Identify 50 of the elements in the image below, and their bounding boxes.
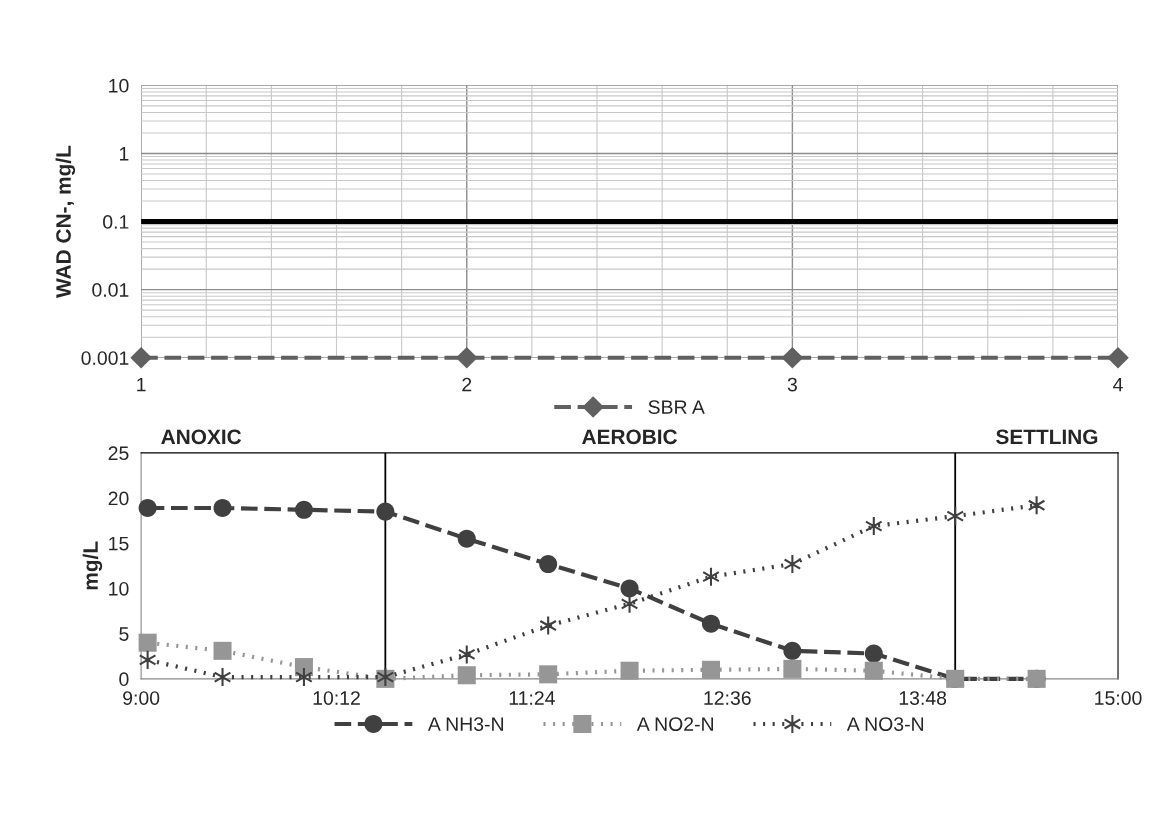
point xyxy=(138,633,157,652)
point xyxy=(783,659,802,678)
x-tick-label: 3 xyxy=(787,377,797,392)
x-tick-label: 11:24 xyxy=(509,691,555,705)
y-axis-title: mg/L xyxy=(82,541,103,590)
text: ANOXIC xyxy=(161,429,242,445)
point xyxy=(213,641,232,660)
point xyxy=(457,666,476,685)
text: AEROBIC xyxy=(582,429,678,445)
x-tick-label: 1 xyxy=(137,377,146,392)
y-tick-label: 0.01 xyxy=(92,283,129,297)
point xyxy=(539,665,558,684)
point xyxy=(376,502,395,521)
point xyxy=(213,666,232,688)
y-tick-label: 0.001 xyxy=(81,351,129,365)
x-tick-label: 9:00 xyxy=(123,691,160,705)
point xyxy=(539,555,558,574)
y-tick-label: 10 xyxy=(109,581,129,596)
legend-label: A NO2-N xyxy=(636,717,714,731)
point xyxy=(783,641,802,660)
point xyxy=(946,506,965,527)
point xyxy=(864,644,883,663)
x-tick-label: 2 xyxy=(462,377,472,392)
y-tick-label: 15 xyxy=(109,536,129,551)
x-tick-label: 15:00 xyxy=(1095,691,1142,705)
x-tick-label: 10:12 xyxy=(313,691,360,705)
legend-label: A NH3-N xyxy=(427,717,503,731)
point xyxy=(620,661,639,680)
point xyxy=(457,529,476,548)
y-tick-label: 25 xyxy=(108,446,129,461)
text: SETTLING xyxy=(996,429,1098,445)
y-axis-title: WAD CN-, mg/L xyxy=(55,145,76,298)
legend-label: SBR A xyxy=(648,400,705,415)
y-tick-label: 0.1 xyxy=(103,215,129,229)
point xyxy=(294,500,313,519)
point xyxy=(213,498,232,518)
point xyxy=(701,614,720,633)
y-tick-label: 5 xyxy=(119,627,129,641)
point xyxy=(620,579,639,598)
y-tick-label: 1 xyxy=(119,147,129,161)
x-tick-label: 12:36 xyxy=(704,691,751,705)
point xyxy=(138,498,157,518)
y-tick-label: 0 xyxy=(119,672,129,687)
y-tick-label: 20 xyxy=(108,491,129,506)
x-tick-label: 13:48 xyxy=(899,691,947,705)
point xyxy=(701,660,720,679)
x-tick-label: 4 xyxy=(1113,377,1123,392)
point xyxy=(864,661,883,680)
y-tick-label: 10 xyxy=(109,78,129,93)
legend-label: A NO3-N xyxy=(846,717,924,731)
